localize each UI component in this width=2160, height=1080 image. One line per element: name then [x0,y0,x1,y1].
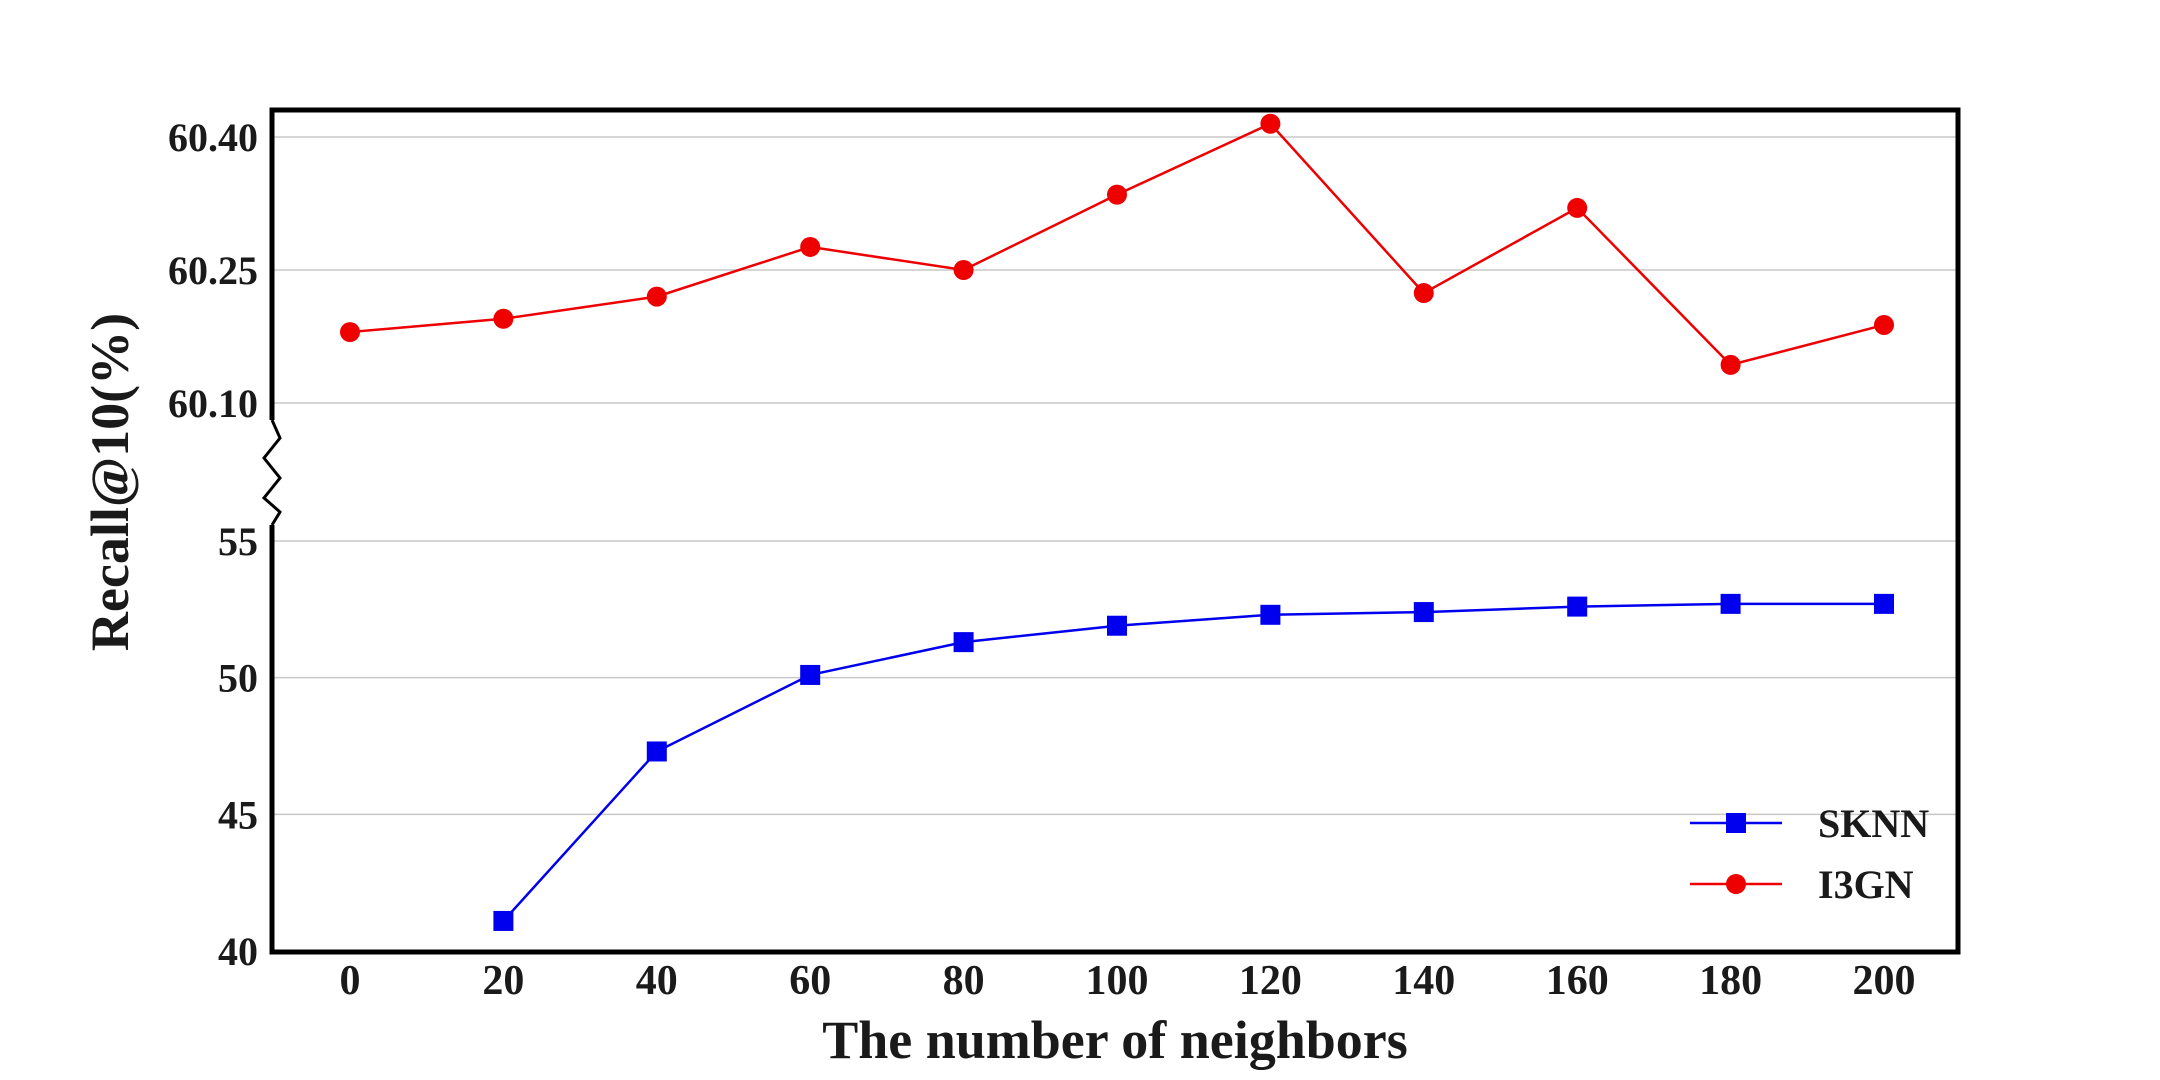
legend-label: I3GN [1818,862,1914,907]
legend-label: SKNN [1818,801,1929,846]
y-tick-labels: 60.10 60.25 60.40 40 45 50 55 [168,115,258,974]
y-tick-label: 55 [218,519,258,564]
x-tick-label: 0 [340,958,361,1004]
y-tick-label: 50 [218,656,258,701]
data-point [340,322,360,343]
x-tick-label: 40 [636,958,678,1004]
data-point [800,236,821,257]
data-point [1260,604,1281,625]
data-point [953,632,974,653]
data-point [493,910,514,931]
data-point [1874,314,1894,335]
x-axis-title: The number of neighbors [822,1010,1408,1070]
y-tick-label: 60.25 [168,248,258,293]
data-point [646,286,667,307]
legend-marker [1726,874,1746,894]
data-point [1107,615,1127,636]
data-point [646,741,667,762]
plot-frame [269,107,1961,955]
data-point [1567,596,1588,617]
data-point [1107,184,1127,205]
data-point [493,308,514,329]
x-tick-label: 80 [943,958,985,1004]
x-tick-labels: 0 20 40 60 80 100 120 140 160 180 200 [340,958,1916,1004]
series-line [349,122,1885,367]
x-tick-label: 100 [1086,958,1149,1004]
data-point [953,260,974,280]
break-gap [264,420,280,525]
y-tick-label: 40 [218,929,258,974]
data-point [800,664,821,685]
legend: SKNN I3GN [1690,801,1929,907]
gridlines [272,136,1958,952]
series-sknn [493,593,1894,931]
y-tick-label: 45 [218,792,258,837]
x-tick-label: 160 [1546,958,1609,1004]
series-i3gn [340,113,1894,375]
x-tick-label: 20 [482,958,524,1004]
x-tick-label: 140 [1392,958,1455,1004]
x-tick-label: 120 [1239,958,1302,1004]
data-point [1720,593,1741,614]
data-point [1567,197,1588,218]
data-point [1260,113,1281,134]
axis-break-marker [261,419,282,526]
legend-marker [1726,813,1746,833]
x-tick-label: 60 [789,958,831,1004]
y-tick-label: 60.10 [168,381,258,426]
series-layer [340,113,1894,931]
y-tick-label: 60.40 [168,115,258,160]
data-point [1413,283,1434,304]
break-zigzag [261,419,282,526]
legend-item: SKNN [1690,801,1929,846]
data-point [1413,602,1434,623]
x-tick-label: 200 [1853,958,1916,1004]
series-line [502,602,1884,922]
data-point [1874,593,1894,614]
data-point [1720,354,1741,375]
legend-item: I3GN [1690,862,1914,907]
y-axis-title: Recall@10(%) [80,313,140,651]
x-tick-label: 180 [1699,958,1762,1004]
